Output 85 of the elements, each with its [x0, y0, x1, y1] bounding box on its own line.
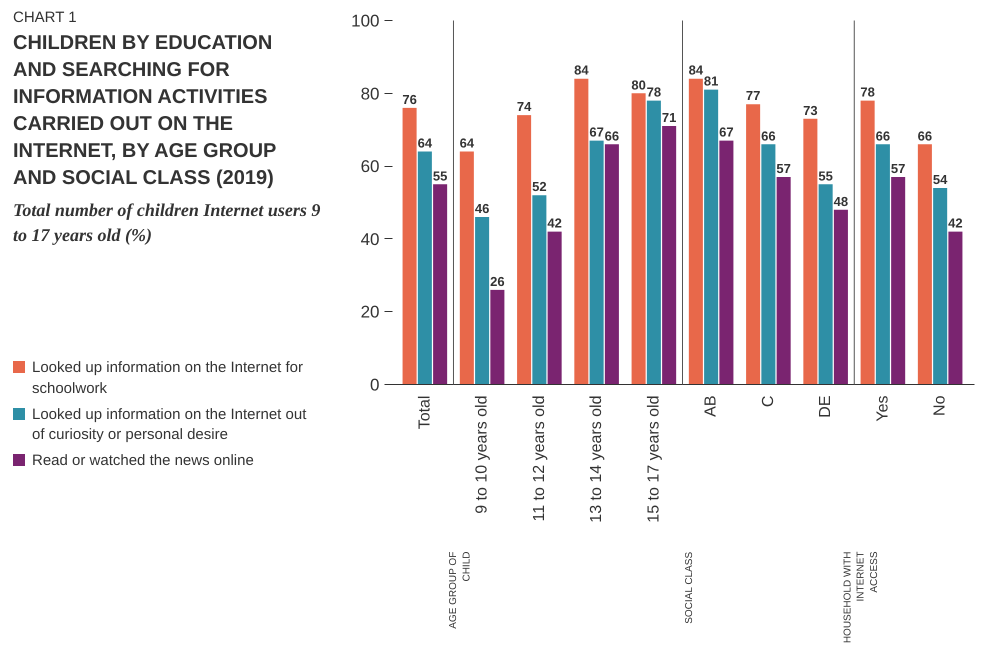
bar	[803, 118, 818, 384]
bar	[632, 93, 646, 384]
data-label: 57	[890, 161, 906, 176]
legend-label: Looked up information on the Internet out of curiosity or personal desire	[32, 404, 308, 446]
text: AGE GROUP OF CHILD	[448, 551, 472, 629]
bar	[460, 152, 474, 384]
legend-label: Looked up information on the Internet for schoolwork	[32, 358, 304, 399]
data-label: 52	[532, 179, 547, 194]
data-label: 46	[474, 201, 490, 216]
bar	[475, 217, 490, 384]
bar	[418, 152, 432, 384]
bar	[532, 195, 546, 384]
data-label: 48	[834, 194, 848, 209]
x-tick-label: DE	[817, 395, 834, 418]
bar	[662, 126, 676, 384]
bar	[490, 290, 504, 384]
data-label: 77	[746, 88, 760, 104]
data-label: 54	[932, 172, 948, 187]
caption: CHART 1	[13, 9, 78, 26]
bar	[860, 100, 875, 384]
data-label: 73	[803, 102, 818, 118]
bar	[604, 144, 619, 384]
y-tick-label: 60	[360, 157, 380, 176]
bar	[948, 232, 962, 384]
data-label: 42	[948, 216, 963, 231]
data-label: 55	[432, 168, 448, 184]
x-tick-label: Total	[416, 396, 434, 430]
bar	[704, 90, 718, 384]
x-tick-label: AB	[702, 396, 720, 417]
data-label: 84	[574, 62, 590, 78]
bar	[517, 115, 532, 384]
data-label: 71	[662, 110, 676, 126]
x-tick-label: Yes	[874, 395, 892, 422]
bar	[402, 108, 417, 384]
x-tick-label: 13 to 14 years old	[588, 395, 606, 523]
data-label: 81	[704, 74, 718, 89]
data-label: 66	[918, 128, 932, 144]
bar	[688, 78, 703, 384]
bar	[746, 104, 760, 384]
data-label: 78	[646, 84, 662, 100]
bar	[818, 184, 833, 384]
bar	[719, 140, 734, 384]
data-label: 42	[547, 216, 562, 231]
data-label: 57	[776, 161, 791, 176]
data-label: 55	[818, 168, 833, 184]
text: CHILDREN BY EDUCATION AND SEARCHING FOR INFORMATION ACTIVITIES CARRIED OUT ON THE INTERNET, BY AGE GROUP AND SOCIAL CLASS (2019)	[13, 31, 278, 191]
bar	[776, 177, 791, 384]
text: Total number of children Internet users 9 to 17 years old (%)	[13, 199, 322, 248]
y-tick-label: 100	[351, 12, 380, 30]
data-label: 84	[688, 62, 704, 78]
data-label: 78	[860, 84, 875, 100]
data-label: 74	[516, 99, 532, 114]
data-label: 26	[490, 274, 505, 289]
bar	[834, 210, 848, 384]
x-tick-label: 9 to 10 years old	[474, 396, 491, 514]
data-label: 80	[631, 77, 646, 92]
y-tick-label: 80	[360, 84, 380, 104]
x-tick-label: No	[932, 395, 949, 416]
bar	[433, 184, 448, 384]
data-label: 64	[460, 136, 475, 151]
x-tick-label: C	[760, 395, 777, 408]
data-label: 66	[604, 128, 620, 144]
bar	[590, 140, 604, 384]
data-label: 76	[402, 92, 417, 107]
bar	[574, 78, 588, 384]
bar	[918, 144, 932, 384]
data-label: 67	[589, 124, 604, 140]
text: HOUSEHOLD WITH INTERNET ACCESS	[842, 551, 880, 644]
y-tick-label: 20	[360, 302, 380, 322]
x-tick-label: 11 to 12 years old	[530, 395, 548, 522]
x-tick-label: 15 to 17 years old	[645, 395, 662, 523]
bar	[646, 100, 661, 384]
data-label: 67	[719, 124, 734, 140]
y-tick-label: 0	[370, 376, 380, 394]
bar	[761, 144, 776, 384]
bar	[891, 177, 906, 384]
bar	[876, 144, 890, 384]
bar	[933, 188, 948, 384]
data-label: 66	[761, 128, 776, 144]
data-label: 64	[418, 136, 433, 151]
y-tick-label: 40	[360, 230, 380, 249]
data-label: 66	[876, 128, 890, 144]
text: SOCIAL CLASS	[684, 552, 695, 624]
bar	[548, 232, 562, 384]
legend-label: Read or watched the news online	[32, 451, 255, 472]
